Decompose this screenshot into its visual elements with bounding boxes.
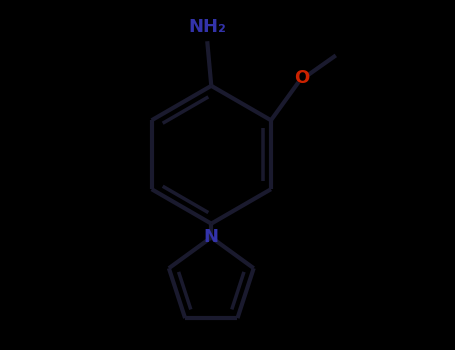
Text: O: O [294, 69, 309, 87]
Text: N: N [204, 229, 219, 246]
Text: NH₂: NH₂ [188, 18, 226, 36]
